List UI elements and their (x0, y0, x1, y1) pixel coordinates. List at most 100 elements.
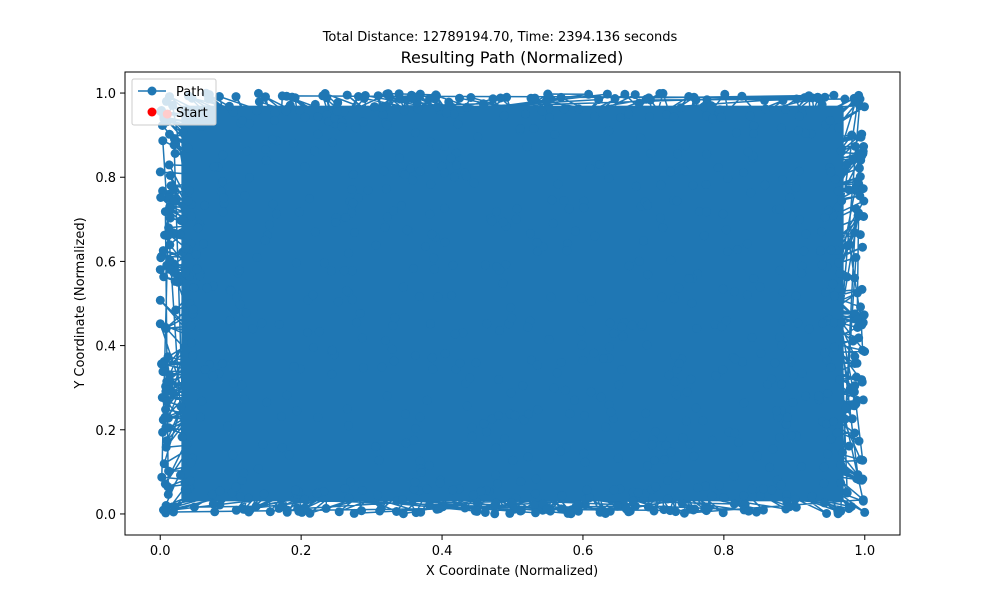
path-point (157, 472, 167, 482)
path-point (241, 308, 251, 318)
path-point (643, 461, 652, 471)
path-point (658, 223, 668, 233)
path-point (549, 383, 559, 393)
path-point (426, 179, 436, 189)
path-point (260, 235, 270, 245)
path-point (650, 455, 660, 465)
path-point (164, 466, 174, 476)
path-point (156, 193, 166, 202)
path-point (537, 106, 547, 116)
path-point (797, 268, 807, 278)
path-point (178, 215, 188, 225)
path-point (723, 247, 733, 256)
path-point (469, 178, 479, 188)
path-point (819, 478, 829, 488)
path-point (441, 108, 451, 118)
path-point (729, 471, 739, 481)
path-point (434, 504, 444, 514)
path-point (522, 142, 532, 152)
path-point (553, 179, 563, 189)
path-point (186, 321, 196, 331)
path-point (471, 358, 481, 368)
path-point (729, 499, 739, 509)
path-point (405, 163, 415, 173)
path-point (820, 348, 830, 358)
path-point (428, 364, 438, 374)
y-tick-label: 1.0 (95, 87, 116, 102)
path-point (165, 171, 175, 180)
path-point (749, 129, 758, 138)
path-point (708, 114, 718, 124)
path-point (833, 186, 843, 196)
path-point (721, 316, 731, 326)
path-point (830, 291, 840, 301)
path-point (426, 319, 435, 329)
path-point (334, 507, 344, 517)
path-point (747, 333, 757, 342)
path-point (617, 365, 627, 375)
path-point (574, 104, 584, 114)
path-point (516, 477, 526, 486)
path-point (857, 375, 867, 385)
path-point (195, 271, 205, 281)
path-point (321, 503, 331, 513)
path-point (801, 229, 811, 239)
x-tick-label: 1.0 (854, 544, 875, 559)
path-point (682, 387, 692, 397)
path-point (268, 199, 278, 209)
path-point (767, 485, 777, 495)
path-point (688, 180, 698, 190)
path-point (541, 96, 551, 106)
path-point (826, 434, 836, 444)
path-point (512, 204, 522, 214)
path-point (491, 207, 501, 217)
path-point (577, 293, 586, 303)
path-point (826, 167, 836, 177)
path-point (681, 416, 691, 426)
path-point (480, 260, 490, 270)
path-point (844, 240, 854, 250)
path-point (778, 96, 788, 105)
path-point (458, 328, 468, 338)
path-point (291, 258, 301, 268)
path-point (680, 141, 690, 151)
path-point (400, 170, 410, 180)
path-point (254, 88, 263, 98)
path-point (186, 458, 196, 468)
path-point (244, 493, 253, 503)
path-point (854, 90, 864, 100)
path-point (855, 230, 865, 240)
path-point (692, 324, 702, 333)
path-point (799, 246, 809, 256)
path-point (571, 226, 580, 236)
path-point (305, 194, 314, 204)
path-point (821, 287, 831, 297)
legend-start-label: Start (176, 106, 208, 121)
path-point (860, 347, 870, 356)
path-point (164, 160, 174, 170)
path-point (300, 112, 310, 122)
path-point (357, 506, 366, 516)
path-point (742, 290, 752, 300)
path-point (277, 501, 287, 511)
path-point (822, 355, 832, 365)
path-point (604, 400, 614, 410)
path-point (228, 450, 238, 460)
path-point (155, 265, 165, 275)
path-point (530, 489, 540, 499)
path-point (829, 90, 839, 100)
path-point (804, 91, 814, 101)
path-point (673, 149, 683, 159)
path-point (577, 340, 587, 350)
path-point (452, 160, 461, 170)
path-point (344, 248, 354, 258)
path-point (440, 349, 450, 359)
path-point (532, 246, 542, 256)
path-point (793, 126, 803, 135)
path-point (850, 428, 860, 438)
path-point (414, 292, 424, 302)
path-point (161, 442, 171, 452)
path-point (472, 497, 482, 507)
path-point (350, 228, 359, 237)
path-point (634, 98, 644, 108)
